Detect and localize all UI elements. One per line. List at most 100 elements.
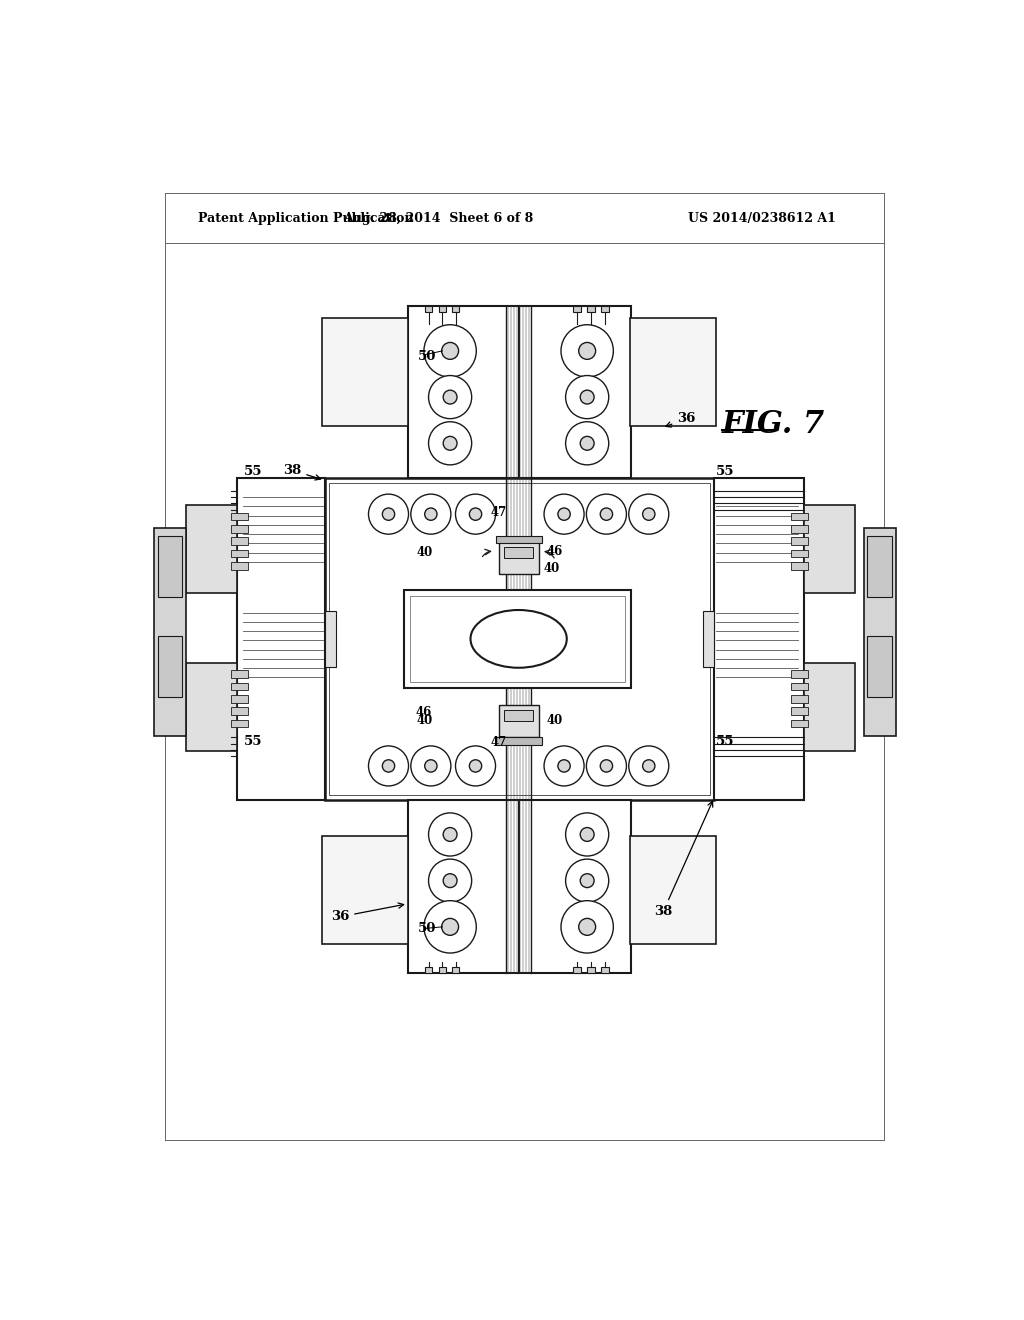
Bar: [630, 836, 716, 944]
Circle shape: [443, 828, 457, 841]
Bar: [425, 966, 432, 973]
Circle shape: [425, 760, 437, 772]
Circle shape: [469, 508, 481, 520]
Circle shape: [424, 325, 476, 378]
Circle shape: [565, 422, 608, 465]
Bar: [792, 696, 808, 702]
Bar: [230, 512, 248, 520]
Bar: [504, 548, 534, 558]
Text: 55: 55: [716, 735, 734, 748]
Bar: [792, 537, 808, 545]
Text: 40: 40: [417, 546, 433, 560]
Circle shape: [544, 494, 584, 535]
Circle shape: [469, 760, 481, 772]
Text: 46: 46: [547, 545, 562, 557]
Circle shape: [429, 813, 472, 857]
Bar: [573, 966, 581, 973]
Circle shape: [565, 376, 608, 418]
Bar: [330, 483, 710, 795]
Circle shape: [369, 746, 409, 785]
Circle shape: [581, 437, 594, 450]
Bar: [438, 966, 446, 973]
Bar: [714, 478, 804, 800]
Circle shape: [382, 760, 394, 772]
Circle shape: [558, 760, 570, 772]
Bar: [158, 536, 182, 598]
Circle shape: [587, 746, 627, 785]
Bar: [408, 800, 631, 973]
Text: 47: 47: [490, 735, 507, 748]
Text: 40: 40: [417, 714, 433, 727]
Text: 47: 47: [490, 506, 507, 519]
Bar: [867, 636, 892, 697]
Bar: [403, 590, 631, 688]
Bar: [230, 549, 248, 557]
Bar: [410, 595, 625, 682]
Circle shape: [558, 508, 570, 520]
Bar: [601, 306, 608, 313]
Text: FIG. 7: FIG. 7: [722, 409, 825, 440]
Bar: [186, 663, 237, 751]
Circle shape: [565, 859, 608, 903]
Bar: [237, 478, 325, 800]
Bar: [230, 562, 248, 570]
Bar: [322, 836, 408, 944]
Circle shape: [456, 494, 496, 535]
Circle shape: [443, 437, 457, 450]
Circle shape: [429, 376, 472, 418]
Bar: [804, 663, 855, 751]
Circle shape: [629, 746, 669, 785]
Bar: [496, 738, 542, 744]
Bar: [863, 528, 896, 737]
Circle shape: [443, 391, 457, 404]
Circle shape: [369, 494, 409, 535]
Circle shape: [643, 760, 655, 772]
Bar: [702, 611, 714, 667]
Bar: [792, 549, 808, 557]
Text: 46: 46: [416, 706, 432, 719]
Text: 55: 55: [716, 465, 734, 478]
Bar: [158, 636, 182, 697]
Bar: [504, 710, 534, 721]
Bar: [792, 562, 808, 570]
Bar: [601, 966, 608, 973]
Text: 36: 36: [331, 903, 403, 924]
Circle shape: [587, 494, 627, 535]
Circle shape: [561, 325, 613, 378]
Circle shape: [581, 391, 594, 404]
Bar: [452, 966, 460, 973]
Bar: [499, 541, 539, 574]
Bar: [792, 671, 808, 678]
Bar: [230, 696, 248, 702]
Circle shape: [425, 508, 437, 520]
Text: US 2014/0238612 A1: US 2014/0238612 A1: [688, 213, 836, 224]
Bar: [322, 318, 408, 425]
Bar: [587, 306, 595, 313]
Text: 38: 38: [283, 463, 321, 480]
Bar: [154, 528, 186, 737]
Bar: [792, 512, 808, 520]
Bar: [792, 525, 808, 533]
Bar: [325, 611, 336, 667]
Text: 38: 38: [654, 801, 713, 917]
Circle shape: [382, 508, 394, 520]
Bar: [587, 966, 595, 973]
Text: Aug. 28, 2014  Sheet 6 of 8: Aug. 28, 2014 Sheet 6 of 8: [343, 213, 534, 224]
Circle shape: [565, 813, 608, 857]
Circle shape: [424, 900, 476, 953]
Bar: [230, 708, 248, 715]
Circle shape: [441, 342, 459, 359]
Circle shape: [579, 919, 596, 936]
Circle shape: [600, 760, 612, 772]
Bar: [630, 318, 716, 425]
Circle shape: [643, 508, 655, 520]
Bar: [230, 682, 248, 690]
Bar: [496, 536, 542, 544]
Bar: [867, 536, 892, 598]
Bar: [792, 708, 808, 715]
Text: 50: 50: [418, 350, 436, 363]
Circle shape: [581, 828, 594, 841]
Text: 40: 40: [544, 561, 559, 574]
Bar: [230, 537, 248, 545]
Circle shape: [411, 746, 451, 785]
